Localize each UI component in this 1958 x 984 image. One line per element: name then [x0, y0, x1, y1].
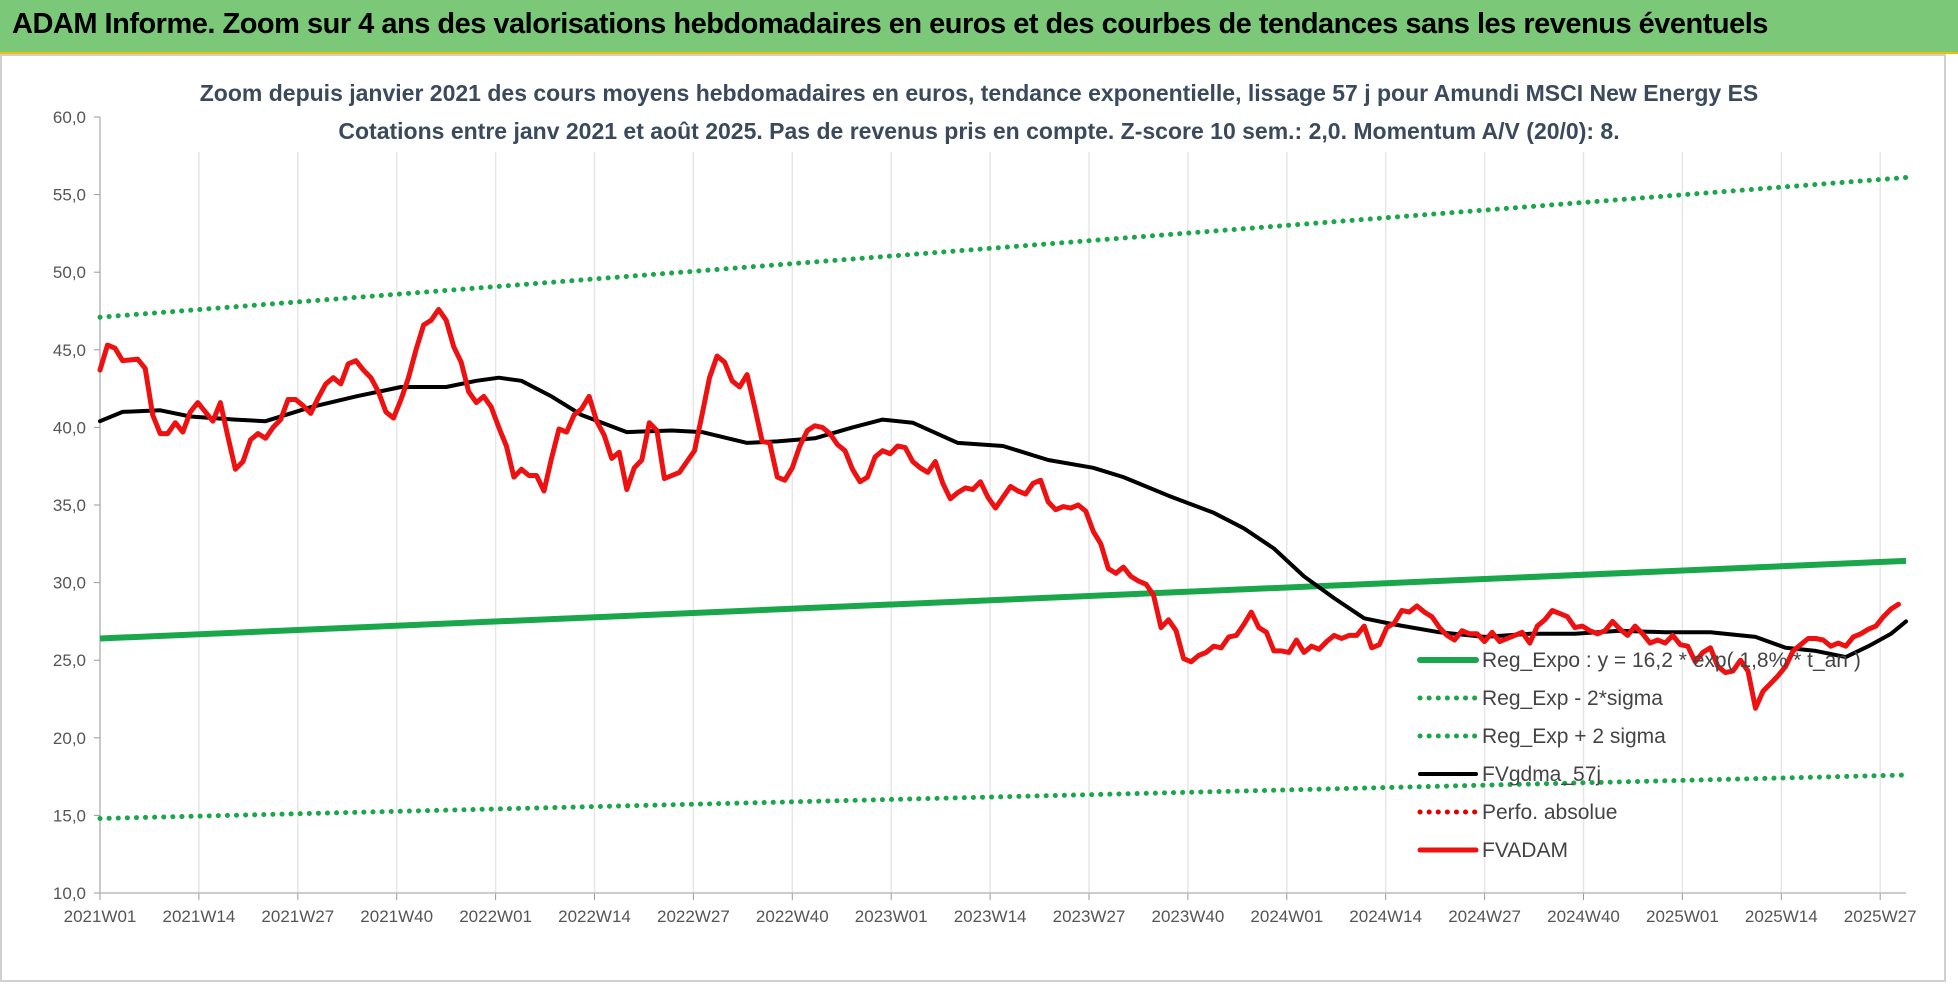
- reg-exp-minus-2sigma-line: [97, 772, 1909, 821]
- x-tick-label: 2025W14: [1745, 907, 1818, 926]
- y-tick-label: 50,0: [53, 263, 86, 282]
- legend-entry: Reg_Expo : y = 16,2 * exp( 1,8% * t_an ): [1482, 649, 1861, 672]
- x-tick-label: 2021W01: [64, 907, 137, 926]
- y-tick-label: 10,0: [53, 884, 86, 903]
- chart-frame: [0, 54, 1946, 982]
- fvgdma-57j-line: [98, 375, 1908, 660]
- legend-entry: FVADAM: [1482, 839, 1568, 862]
- x-tick-label: 2022W27: [657, 907, 730, 926]
- legend-entry: Reg_Exp + 2 sigma: [1482, 725, 1666, 748]
- x-tick-label: 2025W27: [1844, 907, 1917, 926]
- y-tick-label: 30,0: [53, 574, 86, 593]
- x-tick-label: 2022W01: [459, 907, 532, 926]
- y-tick-label: 45,0: [53, 341, 86, 360]
- x-tick-label: 2024W40: [1547, 907, 1620, 926]
- legend-entry: FVgdma_57j: [1482, 763, 1601, 786]
- fvadam-line: [97, 306, 1901, 711]
- y-tick-label: 15,0: [53, 806, 86, 825]
- y-tick-label: 20,0: [53, 729, 86, 748]
- legend-entry: Reg_Exp - 2*sigma: [1482, 687, 1663, 710]
- x-tick-label: 2021W14: [163, 907, 236, 926]
- y-tick-label: 40,0: [53, 418, 86, 437]
- chart-subtitle: Cotations entre janv 2021 et août 2025. …: [338, 118, 1620, 144]
- y-tick-label: 35,0: [53, 496, 86, 515]
- x-tick-label: 2025W01: [1646, 907, 1719, 926]
- x-tick-label: 2024W01: [1250, 907, 1323, 926]
- y-tick-label: 60,0: [53, 108, 86, 127]
- x-tick-label: 2022W14: [558, 907, 631, 926]
- y-tick-label: 55,0: [53, 186, 86, 205]
- x-tick-label: 2021W40: [360, 907, 433, 926]
- report-banner: ADAM Informe. Zoom sur 4 ans des valoris…: [0, 0, 1958, 54]
- x-tick-label: 2023W40: [1152, 907, 1225, 926]
- x-tick-label: 2024W27: [1448, 907, 1521, 926]
- x-tick-label: 2023W14: [954, 907, 1027, 926]
- x-tick-label: 2022W40: [756, 907, 829, 926]
- x-tick-label: 2021W27: [261, 907, 334, 926]
- x-tick-label: 2023W01: [855, 907, 928, 926]
- report-title: ADAM Informe. Zoom sur 4 ans des valoris…: [12, 8, 1768, 40]
- y-tick-label: 25,0: [53, 651, 86, 670]
- reg-expo-line: [99, 557, 1907, 642]
- x-tick-label: 2024W14: [1349, 907, 1422, 926]
- reg-exp-plus-2sigma-line: [97, 175, 1909, 320]
- x-tick-label: 2023W27: [1053, 907, 1126, 926]
- chart-title: Zoom depuis janvier 2021 des cours moyen…: [199, 80, 1759, 106]
- legend-entry: Perfo. absolue: [1482, 801, 1617, 824]
